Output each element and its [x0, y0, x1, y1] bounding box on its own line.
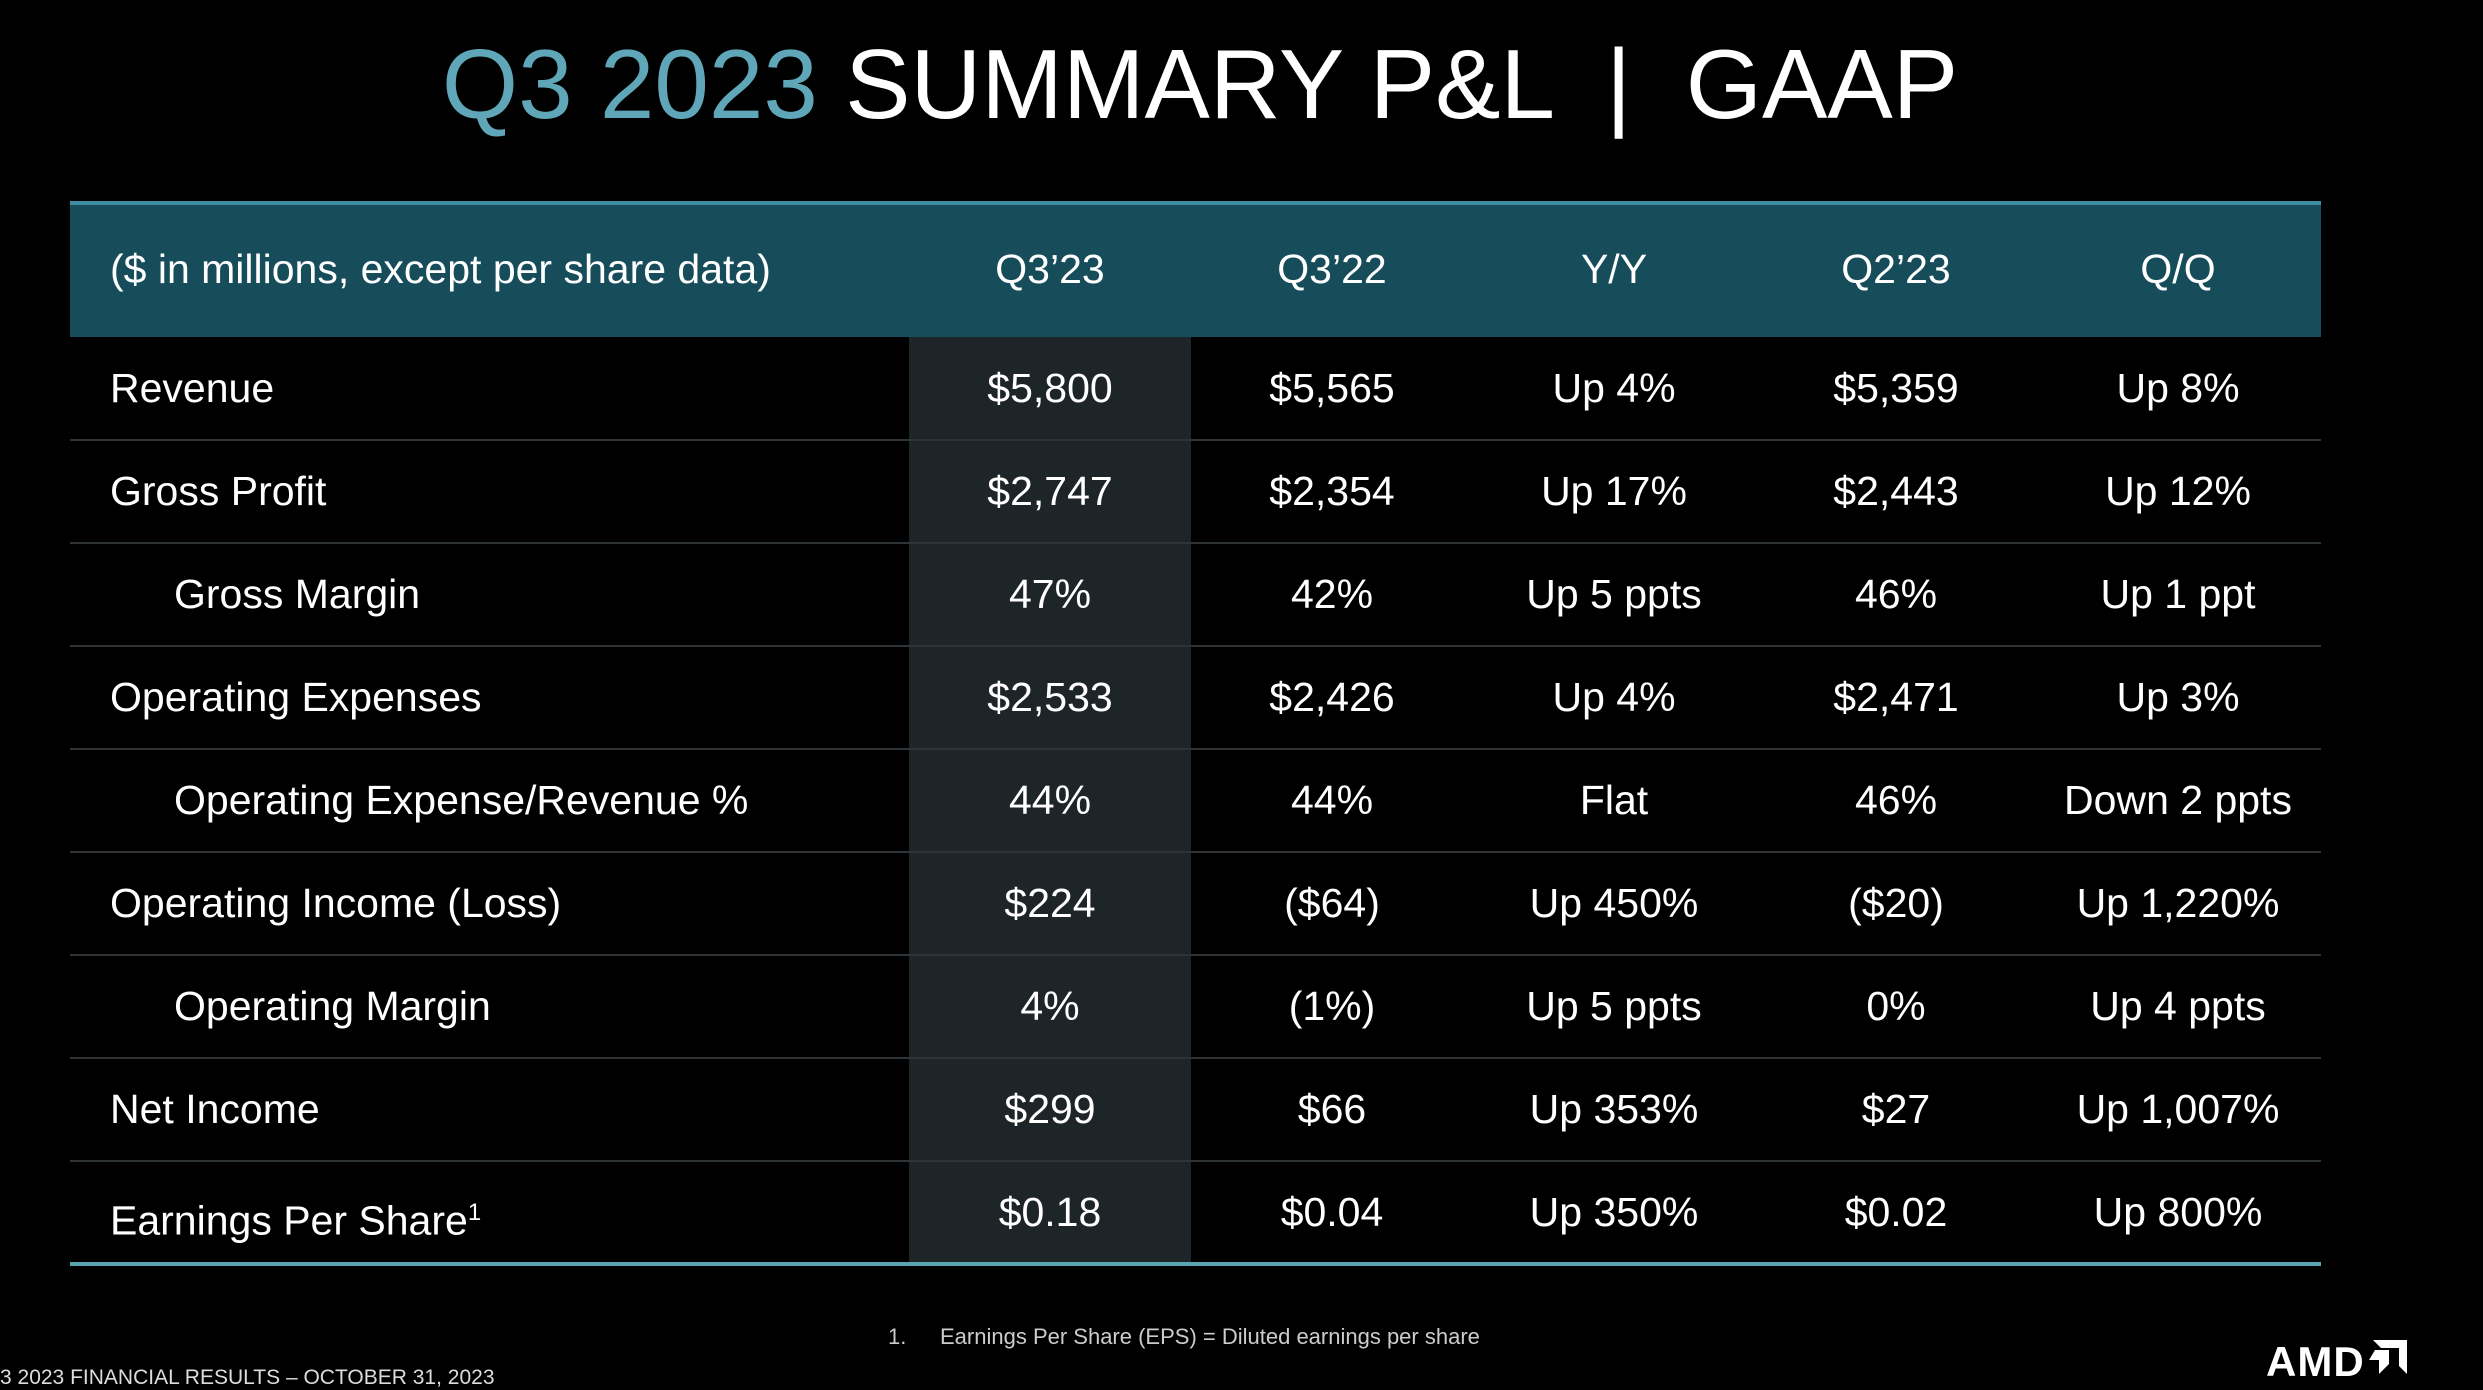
- table-cell: $2,747: [987, 468, 1113, 514]
- table-cell: $224: [1004, 880, 1096, 926]
- row-separator: [70, 954, 2321, 956]
- table-cell: 0%: [1866, 983, 1926, 1029]
- highlight-column: [909, 337, 1191, 1265]
- row-label-text: Operating Income (Loss): [110, 880, 562, 926]
- row-label: Operating Income (Loss): [110, 852, 561, 955]
- row-label: Operating Expenses: [110, 646, 482, 749]
- row-label: Revenue: [110, 337, 274, 440]
- table-cell: Up 353%: [1529, 1086, 1699, 1132]
- table-cell: Up 3%: [2116, 674, 2240, 720]
- table-cell: $5,800: [987, 365, 1113, 411]
- table-cell: 44%: [1290, 777, 1374, 823]
- row-label: Gross Profit: [110, 440, 326, 543]
- table-cell: Up 17%: [1541, 468, 1687, 514]
- table-cell: 47%: [1008, 571, 1092, 617]
- table-cell: 46%: [1854, 777, 1938, 823]
- row-label-text: Operating Margin: [174, 983, 491, 1029]
- table-cell: 42%: [1290, 571, 1374, 617]
- table-cell: $2,443: [1833, 468, 1959, 514]
- footnote-marker: 1.: [888, 1324, 907, 1349]
- footnote-ref: 1: [467, 1199, 482, 1226]
- logo: AMD: [2266, 1338, 2409, 1386]
- table-cell: $299: [1004, 1086, 1096, 1132]
- row-label-text: Operating Expenses: [110, 674, 482, 720]
- header-cell: Y/Y: [1580, 246, 1648, 292]
- table-cell: $27: [1861, 1086, 1931, 1132]
- header-cell: Q3’23: [995, 246, 1105, 292]
- table-cell: Up 350%: [1529, 1189, 1699, 1235]
- footnote-text: Earnings Per Share (EPS) = Diluted earni…: [940, 1324, 1480, 1349]
- table-cell: Up 1,220%: [2076, 880, 2280, 926]
- table-bottom-line: [70, 1262, 2321, 1266]
- table-cell: $5,565: [1269, 365, 1395, 411]
- row-label-text: Gross Margin: [174, 571, 421, 617]
- row-label-text: Revenue: [110, 365, 275, 411]
- table-cell: ($20): [1848, 880, 1944, 926]
- header-cell: ($ in millions, except per share data): [110, 246, 771, 292]
- header-cell: Q/Q: [2140, 246, 2216, 292]
- table-cell: Up 1 ppt: [2100, 571, 2256, 617]
- footer: 3 2023 FINANCIAL RESULTS – OCTOBER 31, 2…: [0, 1366, 495, 1389]
- row-label: Net Income: [110, 1058, 320, 1161]
- row-label-text: Net Income: [110, 1086, 320, 1132]
- table-cell: Up 800%: [2093, 1189, 2263, 1235]
- row-separator: [70, 851, 2321, 853]
- table-cell: Down 2 ppts: [2064, 777, 2292, 823]
- table-cell: Flat: [1579, 777, 1649, 823]
- row-label-text: Gross Profit: [110, 468, 327, 514]
- logo-icon: [2368, 1340, 2407, 1374]
- table-cell: ($64): [1284, 880, 1380, 926]
- table-cell: Up 1,007%: [2076, 1086, 2280, 1132]
- logo-shape: [2368, 1340, 2407, 1374]
- table-cell: Up 5 ppts: [1526, 571, 1702, 617]
- title-suffix: GAAP: [1685, 29, 1959, 139]
- title-separator: |: [1605, 29, 1632, 139]
- slide-title: Q3 2023 SUMMARY P&L | GAAP: [0, 28, 2400, 141]
- table-cell: $2,471: [1833, 674, 1959, 720]
- row-label: Gross Margin: [174, 543, 420, 646]
- row-label-text: Operating Expense/Revenue %: [174, 777, 749, 823]
- row-label: Operating Expense/Revenue %: [174, 749, 748, 852]
- row-label: Operating Margin: [174, 955, 491, 1058]
- row-label-text: Earnings Per Share: [110, 1197, 468, 1244]
- table-cell: Up 4 ppts: [2090, 983, 2266, 1029]
- table-cell: $2,426: [1269, 674, 1395, 720]
- title-main: SUMMARY P&L: [845, 29, 1552, 139]
- row-separator: [70, 1160, 2321, 1162]
- table-header: [70, 201, 2321, 337]
- table-cell: Up 450%: [1529, 880, 1699, 926]
- table-cell: 44%: [1008, 777, 1092, 823]
- header-cell: Q3’22: [1277, 246, 1387, 292]
- table-cell: Up 4%: [1552, 365, 1676, 411]
- table-cell: Up 4%: [1552, 674, 1676, 720]
- row-separator: [70, 439, 2321, 441]
- table-cell: $0.18: [998, 1189, 1102, 1235]
- header-cell: Q2’23: [1841, 246, 1951, 292]
- table-cell: $0.04: [1280, 1189, 1384, 1235]
- table-cell: $2,533: [987, 674, 1113, 720]
- table-cell: (1%): [1288, 983, 1376, 1029]
- table-cell: $66: [1297, 1086, 1367, 1132]
- table-cell: $5,359: [1833, 365, 1959, 411]
- row-separator: [70, 542, 2321, 544]
- table-cell: $0.02: [1844, 1189, 1948, 1235]
- table-cell: Up 12%: [2105, 468, 2251, 514]
- row-separator: [70, 1057, 2321, 1059]
- row-separator: [70, 645, 2321, 647]
- table-cell: Up 5 ppts: [1526, 983, 1702, 1029]
- pl-table: ($ in millions, except per share data) Q3…: [70, 201, 2321, 1266]
- row-separator: [70, 748, 2321, 750]
- table-cell: $2,354: [1269, 468, 1395, 514]
- title-highlight: Q3 2023: [441, 29, 818, 139]
- table-cell: 46%: [1854, 571, 1938, 617]
- logo-text: AMD: [2266, 1338, 2365, 1385]
- table-cell: 4%: [1020, 983, 1080, 1029]
- row-label: Earnings Per Share1: [110, 1161, 481, 1273]
- table-cell: Up 8%: [2116, 365, 2240, 411]
